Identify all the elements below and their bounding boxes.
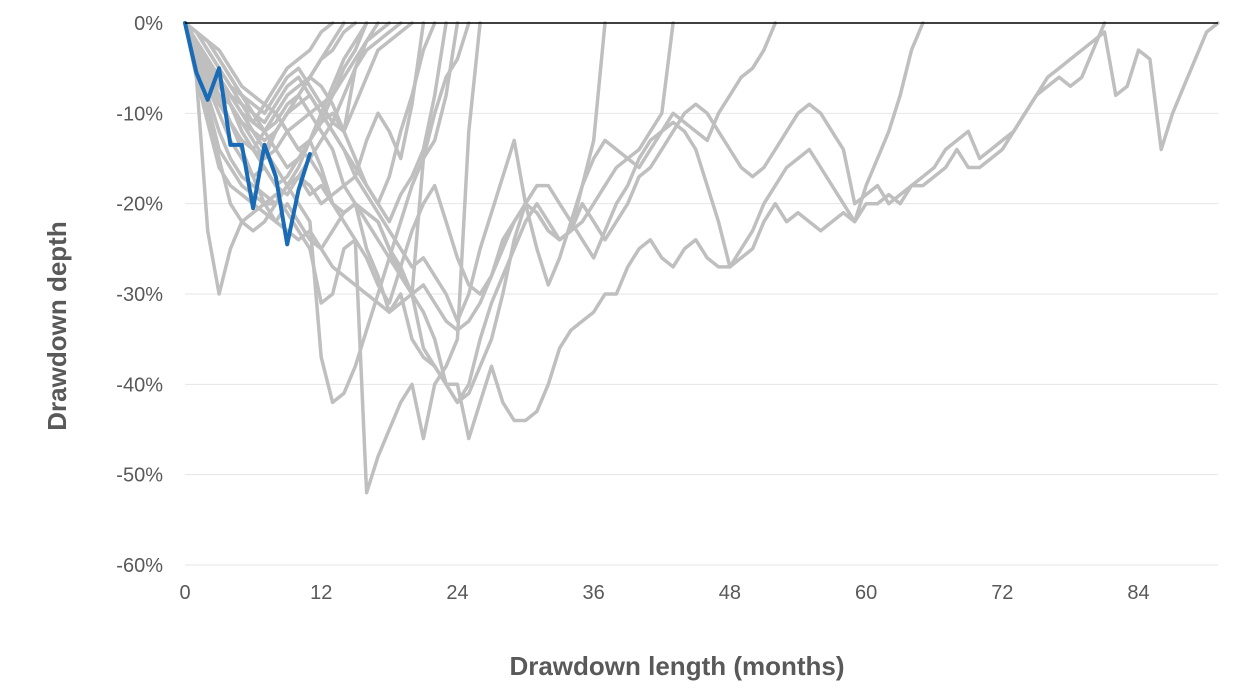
- historical-drawdown-line: [183, 21, 369, 206]
- x-tick-label: 12: [310, 582, 332, 604]
- y-axis-title: Drawdown depth: [42, 221, 72, 430]
- y-tick-label: -30%: [116, 284, 163, 306]
- historical-drawdown-line: [183, 21, 1107, 405]
- x-axis-title: Drawdown length (months): [509, 651, 844, 681]
- historical-drawdown-line: [183, 21, 437, 206]
- historical-drawdown-line: [183, 21, 607, 332]
- y-tick-label: -50%: [116, 465, 163, 487]
- x-axis-ticks: 0 12 24 36 48 60 72 84: [179, 582, 1149, 604]
- y-tick-label: 0%: [134, 13, 163, 35]
- y-tick-label: -20%: [116, 194, 163, 216]
- historical-drawdown-line: [183, 21, 482, 495]
- y-axis-ticks: 0% -10% -20% -30% -40% -50% -60%: [116, 13, 163, 577]
- x-tick-label: 84: [1127, 582, 1149, 604]
- historical-drawdown-line: [183, 21, 1220, 441]
- historical-drawdown-line: [183, 21, 335, 125]
- x-tick-label: 0: [179, 582, 190, 604]
- x-tick-label: 36: [583, 582, 605, 604]
- historical-drawdown-line: [183, 21, 380, 161]
- historical-drawdown-line: [183, 21, 403, 161]
- current-drawdown-line: [183, 21, 312, 247]
- y-tick-label: -10%: [116, 103, 163, 125]
- x-tick-label: 48: [719, 582, 741, 604]
- historical-drawdown-line: [183, 21, 925, 405]
- y-tick-label: -60%: [116, 555, 163, 577]
- x-tick-label: 72: [991, 582, 1013, 604]
- grid-lines: [185, 112, 1218, 566]
- series-lines: [183, 21, 1220, 495]
- x-tick-label: 60: [855, 582, 877, 604]
- x-tick-label: 24: [446, 582, 468, 604]
- historical-drawdown-line: [183, 21, 358, 143]
- y-tick-label: -40%: [116, 374, 163, 396]
- current-drawdown-layer: [183, 21, 312, 247]
